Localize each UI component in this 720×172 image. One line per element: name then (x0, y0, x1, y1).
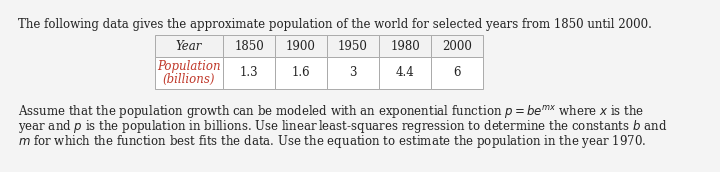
FancyBboxPatch shape (223, 35, 275, 57)
Text: (billions): (billions) (163, 73, 215, 86)
FancyBboxPatch shape (431, 57, 483, 89)
FancyBboxPatch shape (275, 35, 327, 57)
FancyBboxPatch shape (275, 57, 327, 89)
FancyBboxPatch shape (379, 57, 431, 89)
FancyBboxPatch shape (327, 35, 379, 57)
Text: year and $p$ is the population in billions. Use linear least-squares regression : year and $p$ is the population in billio… (18, 118, 667, 135)
Text: 3: 3 (349, 67, 356, 79)
Text: 1980: 1980 (390, 40, 420, 52)
FancyBboxPatch shape (155, 35, 223, 57)
Text: Population: Population (157, 60, 221, 73)
FancyBboxPatch shape (431, 35, 483, 57)
Text: 1900: 1900 (286, 40, 316, 52)
Text: Assume that the population growth can be modeled with an exponential function $p: Assume that the population growth can be… (18, 103, 644, 120)
Text: 1.6: 1.6 (292, 67, 310, 79)
Text: 1.3: 1.3 (240, 67, 258, 79)
FancyBboxPatch shape (379, 35, 431, 57)
FancyBboxPatch shape (327, 57, 379, 89)
Text: 4.4: 4.4 (395, 67, 415, 79)
FancyBboxPatch shape (155, 57, 223, 89)
Text: The following data gives the approximate population of the world for selected ye: The following data gives the approximate… (18, 18, 652, 31)
Text: $m$ for which the function best fits the data. Use the equation to estimate the : $m$ for which the function best fits the… (18, 133, 647, 150)
Text: 1950: 1950 (338, 40, 368, 52)
Text: 6: 6 (454, 67, 461, 79)
Text: 1850: 1850 (234, 40, 264, 52)
FancyBboxPatch shape (223, 57, 275, 89)
Text: Year: Year (176, 40, 202, 52)
Text: 2000: 2000 (442, 40, 472, 52)
